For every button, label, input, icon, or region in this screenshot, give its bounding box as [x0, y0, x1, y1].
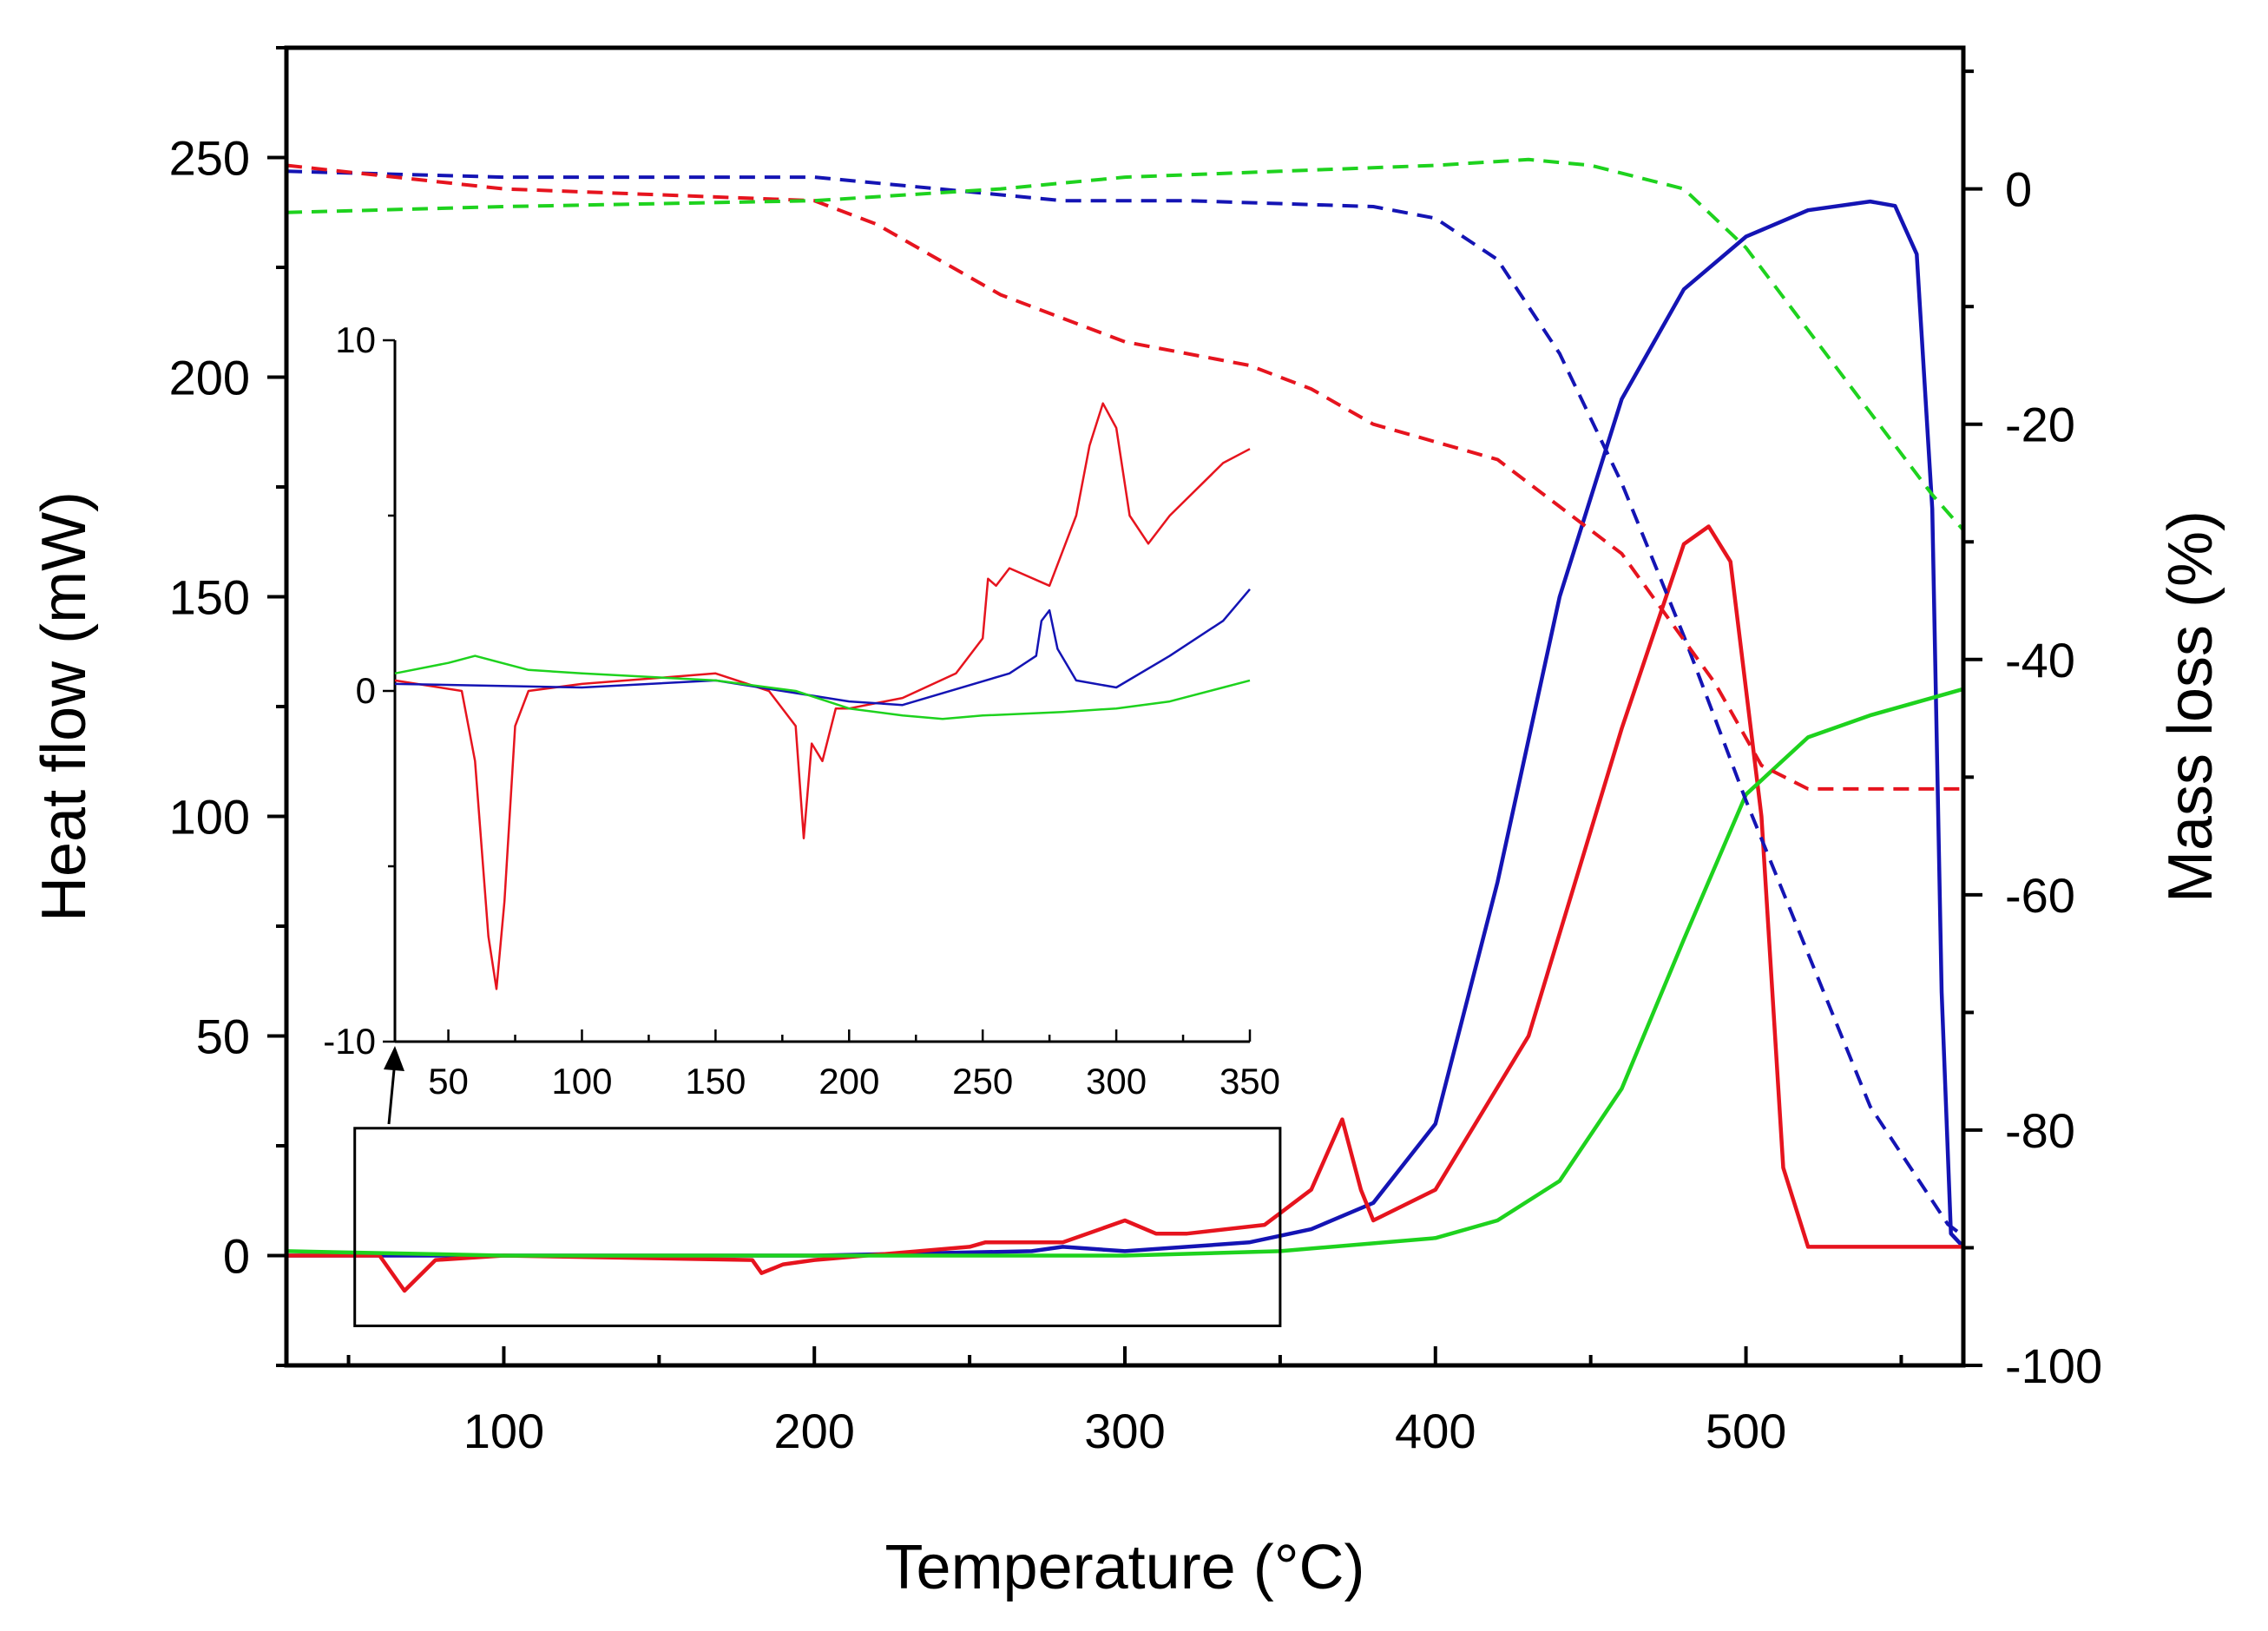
main-series-group: [286, 157, 1965, 1293]
y-left-axis-title: Heat flow (mW): [30, 491, 99, 922]
inset-x-tick-label: 250: [952, 1061, 1013, 1102]
inset-y-tick-label: -10: [323, 1021, 376, 1062]
inset-arrow-line: [387, 1060, 397, 1125]
series-mass-loss-blue: [286, 169, 1965, 1238]
y-right-tick-label: -60: [2005, 868, 2075, 923]
inset-chart: 50 100 150 200 250 300 350 -10 0 10: [323, 319, 1280, 1102]
inset-series-inset-green: [394, 654, 1251, 720]
series-heat-flow-red: [286, 524, 1963, 1293]
y-right-axis-title: Mass loss (%): [2156, 510, 2225, 903]
inset-x-tick-label: 300: [1086, 1061, 1147, 1102]
main-axes: 100 200 300 400 5000501001502002500-20-40-60…: [30, 45, 2225, 1602]
y-left-tick-label: 200: [169, 351, 250, 405]
y-left-tick-label: 0: [223, 1229, 250, 1284]
highlight-box: [353, 1127, 1282, 1327]
inset-y-tick-label: 0: [356, 670, 376, 711]
y-right-tick-label: -20: [2005, 398, 2075, 452]
y-left-tick-label: 100: [169, 790, 250, 845]
inset-x-tick-label: 200: [818, 1061, 879, 1102]
y-right-tick-label: -100: [2005, 1338, 2102, 1393]
x-tick-label: 400: [1395, 1404, 1476, 1458]
y-left-tick-label: 250: [169, 131, 250, 186]
x-axis-title: Temperature (°C): [885, 1533, 1365, 1602]
y-left-tick-label: 150: [169, 570, 250, 625]
y-left-tick-label: 50: [196, 1010, 250, 1064]
x-tick-label: 100: [463, 1404, 544, 1458]
highlight-region: [353, 1046, 1282, 1327]
series-mass-loss-red: [286, 163, 1963, 791]
x-tick-label: 300: [1084, 1404, 1165, 1458]
x-tick-label: 200: [774, 1404, 855, 1458]
inset-y-tick-label: 10: [335, 319, 376, 360]
inset-series-inset-blue: [394, 588, 1251, 707]
y-right-tick-label: 0: [2005, 162, 2032, 217]
inset-x-tick-label: 100: [551, 1061, 612, 1102]
y-right-tick-label: -40: [2005, 633, 2075, 687]
series-heat-flow-blue: [286, 199, 1965, 1258]
series-mass-loss-green: [286, 157, 1965, 532]
inset-x-tick-label: 350: [1219, 1061, 1280, 1102]
y-right-tick-label: -80: [2005, 1103, 2075, 1158]
x-tick-label: 500: [1706, 1404, 1786, 1458]
inset-x-tick-label: 50: [428, 1061, 469, 1102]
inset-arrow-head: [384, 1046, 404, 1071]
series-heat-flow-green: [286, 687, 1964, 1258]
inset-x-tick-label: 150: [685, 1061, 746, 1102]
